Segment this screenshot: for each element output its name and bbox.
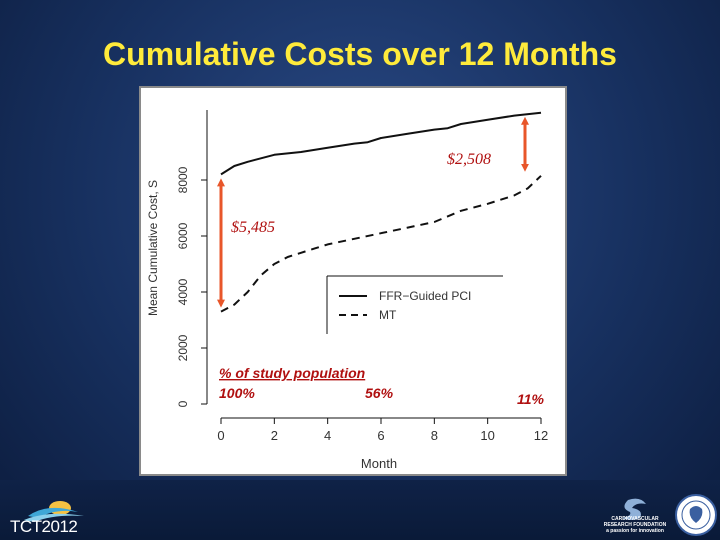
x-tick-label: 10: [480, 428, 494, 443]
y-tick-label: 0: [176, 400, 190, 407]
crf-logo-wordmark: CARDIOVASCULAR RESEARCH FOUNDATION a passi…: [603, 516, 667, 534]
slide-title: Cumulative Costs over 12 Months: [103, 36, 617, 72]
x-ticks: 0 2 4 6 8 10 12: [217, 418, 548, 443]
gap-label-end: $2,508: [447, 151, 491, 168]
y-ticks: 0 2000 4000 6000 8000: [176, 166, 207, 407]
series-line-mt: [220, 175, 542, 313]
x-tick-label: 6: [377, 428, 384, 443]
legend: FFR−Guided PCI MT: [326, 275, 503, 334]
y-tick-label: 2000: [176, 334, 190, 361]
y-tick-label: 8000: [176, 166, 190, 193]
x-tick-label: 12: [534, 428, 548, 443]
y-tick-label: 6000: [176, 222, 190, 249]
y-tick-label: 4000: [176, 278, 190, 305]
x-tick-label: 0: [217, 428, 224, 443]
crf-logo-icon: [622, 498, 646, 520]
y-axis-label: Mean Cumulative Cost, S: [146, 180, 160, 316]
gap-label-start: $5,485: [231, 219, 275, 236]
x-tick-label: 8: [431, 428, 438, 443]
society-seal-icon: [675, 494, 717, 536]
series-line-ffr-guided-pci: [220, 111, 542, 176]
x-axis-label: Month: [361, 456, 397, 471]
chart-panel: 0 2000 4000 6000 8000 0 2 4 6 8 10 12 Mean Cumulat…: [139, 86, 567, 476]
footer-band: [0, 480, 720, 540]
population-month-12: 11%: [517, 391, 545, 407]
tct2012-logo-wordmark: TCT2012: [10, 517, 78, 536]
legend-label-mt: MT: [379, 308, 397, 322]
population-month-0: 100%: [219, 385, 255, 401]
x-tick-label: 2: [271, 428, 278, 443]
population-month-6: 56%: [365, 385, 394, 401]
legend-label-ffr: FFR−Guided PCI: [379, 289, 471, 303]
population-title: % of study population: [219, 365, 365, 381]
tct2012-logo-icon: [24, 501, 84, 522]
cost-line-chart: 0 2000 4000 6000 8000 0 2 4 6 8 10 12 Mean Cumulat…: [146, 110, 548, 471]
x-tick-label: 4: [324, 428, 331, 443]
series-lines: [220, 111, 542, 313]
